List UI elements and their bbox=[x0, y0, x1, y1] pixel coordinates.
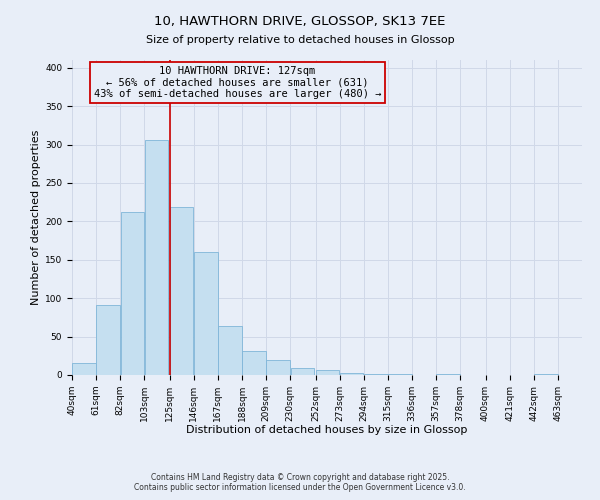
Text: 10 HAWTHORN DRIVE: 127sqm
← 56% of detached houses are smaller (631)
43% of semi: 10 HAWTHORN DRIVE: 127sqm ← 56% of detac… bbox=[94, 66, 381, 99]
Bar bbox=[266, 360, 290, 375]
Bar bbox=[534, 374, 557, 375]
Bar bbox=[72, 362, 96, 375]
Text: Contains HM Land Registry data © Crown copyright and database right 2025.
Contai: Contains HM Land Registry data © Crown c… bbox=[134, 473, 466, 492]
X-axis label: Distribution of detached houses by size in Glossop: Distribution of detached houses by size … bbox=[187, 426, 467, 436]
Bar bbox=[364, 374, 388, 375]
Bar bbox=[290, 368, 314, 375]
Bar bbox=[340, 374, 364, 375]
Bar bbox=[316, 370, 340, 375]
Bar bbox=[145, 140, 168, 375]
Bar bbox=[388, 374, 412, 375]
Bar bbox=[242, 351, 266, 375]
Y-axis label: Number of detached properties: Number of detached properties bbox=[31, 130, 41, 305]
Bar bbox=[194, 252, 218, 375]
Text: Size of property relative to detached houses in Glossop: Size of property relative to detached ho… bbox=[146, 35, 454, 45]
Bar bbox=[121, 212, 144, 375]
Bar bbox=[97, 305, 120, 375]
Bar bbox=[436, 374, 460, 375]
Bar bbox=[170, 206, 193, 375]
Bar bbox=[218, 326, 242, 375]
Text: 10, HAWTHORN DRIVE, GLOSSOP, SK13 7EE: 10, HAWTHORN DRIVE, GLOSSOP, SK13 7EE bbox=[154, 15, 446, 28]
